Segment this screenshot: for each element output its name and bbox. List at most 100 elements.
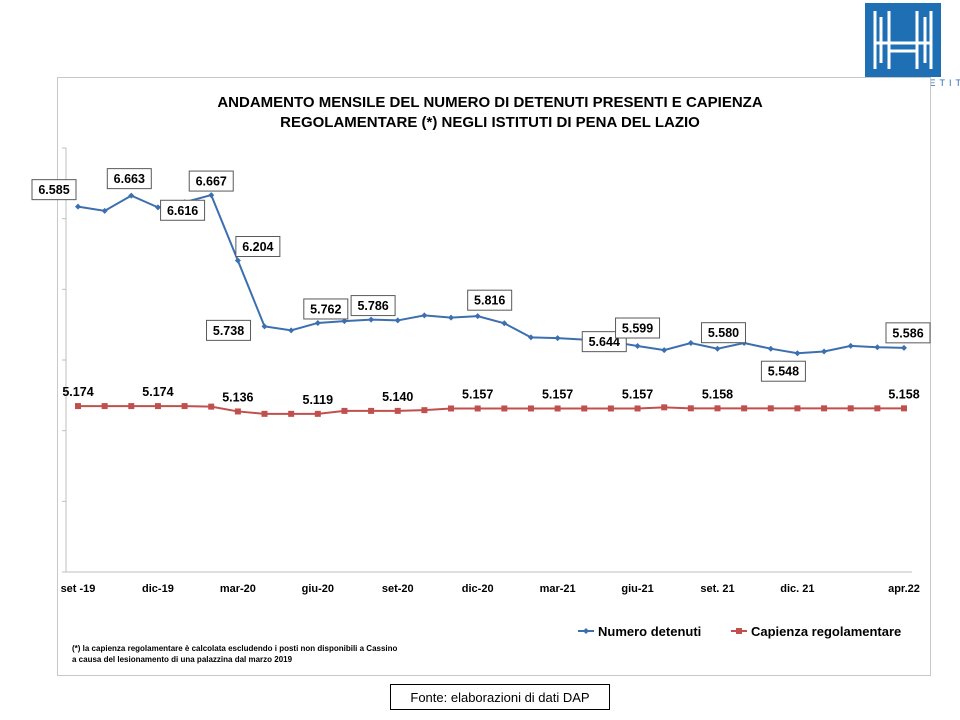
data-label-box <box>188 170 234 192</box>
data-label-box <box>106 168 152 190</box>
data-point-detenuti <box>314 319 321 326</box>
data-label-box <box>700 322 746 344</box>
data-point-capienza <box>794 405 801 412</box>
data-point-detenuti <box>394 317 401 324</box>
data-point-detenuti <box>501 320 508 327</box>
data-point-capienza <box>527 405 534 412</box>
data-label-box <box>350 295 396 317</box>
data-point-detenuti <box>847 342 854 349</box>
data-point-capienza <box>874 405 881 412</box>
data-point-capienza <box>501 405 508 412</box>
data-point-detenuti <box>527 334 534 341</box>
data-label-detenuti: 5.599 <box>622 322 653 336</box>
data-label-box <box>760 360 806 382</box>
data-point-capienza <box>554 405 561 412</box>
data-label-box <box>206 319 252 341</box>
data-point-capienza <box>101 403 108 410</box>
data-point-detenuti <box>767 345 774 352</box>
x-tick-label: dic-19 <box>142 583 174 595</box>
data-point-capienza <box>261 410 268 417</box>
data-label-box <box>467 289 513 311</box>
x-tick-label: set -19 <box>61 583 96 595</box>
data-point-detenuti <box>75 203 81 210</box>
data-point-capienza <box>767 405 774 412</box>
x-tick-label: apr.22 <box>888 583 920 595</box>
data-point-capienza <box>368 407 375 414</box>
data-point-capienza <box>128 403 135 410</box>
data-point-detenuti <box>368 316 375 323</box>
data-label-box <box>235 236 281 258</box>
data-label-capienza: 5.157 <box>462 387 493 401</box>
data-point-detenuti <box>874 344 881 351</box>
data-point-detenuti <box>661 347 668 354</box>
data-label-box <box>615 317 661 339</box>
data-point-capienza <box>234 408 241 415</box>
data-point-capienza <box>714 405 721 412</box>
footnote-line2: a causa del lesionamento di una palazzin… <box>72 655 293 664</box>
data-label-detenuti: 6.663 <box>114 172 145 186</box>
logo-mark-icon <box>865 3 941 77</box>
data-label-box <box>885 322 931 344</box>
data-point-detenuti <box>261 323 268 330</box>
legend-label-detenuti: Numero detenuti <box>598 624 701 639</box>
x-tick-label: giu-20 <box>302 583 334 595</box>
x-tick-label: dic-20 <box>462 583 494 595</box>
data-point-capienza <box>607 405 614 412</box>
data-label-detenuti: 5.738 <box>213 324 244 338</box>
data-point-capienza <box>421 407 428 414</box>
data-point-detenuti <box>687 340 694 347</box>
data-point-capienza <box>634 405 641 412</box>
data-point-capienza <box>448 405 455 412</box>
data-label-detenuti: 5.644 <box>589 335 620 349</box>
data-point-detenuti <box>154 204 161 211</box>
data-point-capienza <box>341 407 348 414</box>
data-point-capienza <box>581 405 588 412</box>
x-tick-label: giu-21 <box>621 583 653 595</box>
footnote-line1: (*) la capienza regolamentare è calcolat… <box>72 644 398 653</box>
data-point-capienza <box>661 404 668 411</box>
data-point-detenuti <box>101 207 108 214</box>
data-point-detenuti <box>474 313 481 320</box>
data-point-detenuti <box>554 335 561 342</box>
data-label-capienza: 5.119 <box>303 393 334 407</box>
data-label-detenuti: 6.585 <box>38 183 69 197</box>
data-point-capienza <box>288 410 295 417</box>
data-point-detenuti <box>448 314 455 321</box>
x-tick-label: mar-21 <box>540 583 576 595</box>
data-point-capienza <box>821 405 828 412</box>
legend-marker-capienza <box>736 628 742 634</box>
data-label-detenuti: 5.786 <box>357 299 388 313</box>
series-line-detenuti <box>77 193 905 355</box>
data-label-capienza: 5.157 <box>622 387 653 401</box>
data-point-capienza <box>394 407 401 414</box>
data-label-detenuti: 5.762 <box>310 302 341 316</box>
data-point-detenuti <box>634 343 641 350</box>
data-label-capienza: 5.157 <box>542 387 573 401</box>
data-point-capienza <box>154 403 161 410</box>
data-label-detenuti: 5.816 <box>474 294 505 308</box>
logo-side-text: TETITI <box>920 78 960 88</box>
data-point-detenuti <box>794 350 801 357</box>
data-point-capienza <box>847 405 854 412</box>
data-label-detenuti: 5.548 <box>768 365 799 379</box>
data-point-capienza <box>687 405 694 412</box>
data-point-capienza <box>208 403 215 410</box>
x-tick-label: set. 21 <box>700 583 734 595</box>
data-point-detenuti <box>341 318 348 325</box>
x-tick-label: mar-20 <box>220 583 256 595</box>
data-label-box <box>160 199 206 221</box>
data-label-capienza: 5.174 <box>62 385 93 399</box>
chart-title-line2: REGOLAMENTARE (*) NEGLI ISTITUTI DI PENA… <box>280 114 700 131</box>
legend-label-capienza: Capienza regolamentare <box>751 624 901 639</box>
data-point-capienza <box>75 403 81 410</box>
data-label-detenuti: 5.586 <box>892 326 923 340</box>
data-point-detenuti <box>821 348 828 355</box>
source-note: Fonte: elaborazioni di dati DAP <box>390 684 610 710</box>
legend: Numero detenuti Capienza regolamentare <box>578 624 901 639</box>
x-tick-label: set-20 <box>382 583 414 595</box>
data-point-capienza <box>474 405 481 412</box>
logo <box>865 3 941 77</box>
data-label-box <box>31 179 77 201</box>
legend-marker-detenuti <box>583 628 589 634</box>
